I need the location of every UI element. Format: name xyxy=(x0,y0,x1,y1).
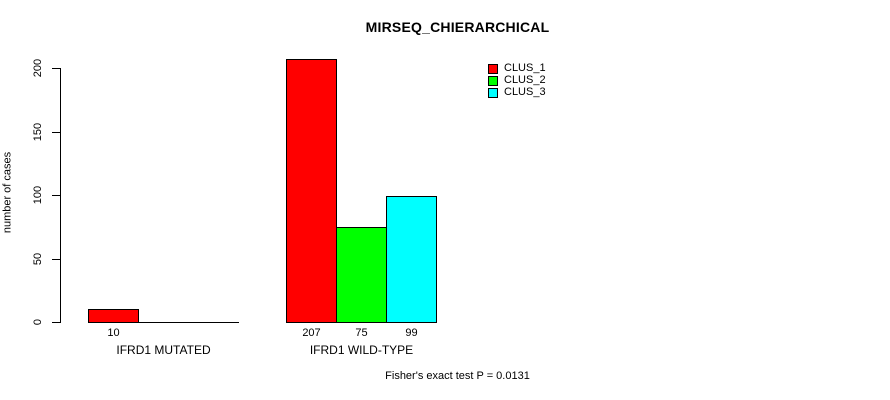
y-tick-mark xyxy=(52,322,60,323)
legend-label: CLUS_2 xyxy=(504,74,546,86)
bar-value-label: 99 xyxy=(405,327,418,339)
y-tick-label: 50 xyxy=(32,252,44,266)
y-tick-mark xyxy=(52,68,60,69)
bar-clus_2-group2 xyxy=(336,227,387,323)
y-axis xyxy=(60,68,61,323)
annotation: Fisher's exact test P = 0.0131 xyxy=(385,370,530,382)
legend-label: CLUS_3 xyxy=(504,86,546,98)
chart-title: MIRSEQ_CHIERARCHICAL xyxy=(365,19,550,35)
y-tick-label: 200 xyxy=(32,58,44,78)
legend-label: CLUS_1 xyxy=(504,62,546,74)
y-axis-label: number of cases xyxy=(1,151,14,234)
legend-row: CLUS_3 xyxy=(488,87,546,98)
y-tick-label: 150 xyxy=(32,122,44,142)
category-label: IFRD1 MUTATED xyxy=(116,343,211,357)
y-tick-label: 0 xyxy=(32,318,44,326)
legend-swatch-clus_2 xyxy=(488,75,498,86)
legend-row: CLUS_2 xyxy=(488,75,546,86)
bar-clus_1-group2 xyxy=(286,59,337,323)
category-label: IFRD1 WILD-TYPE xyxy=(309,343,414,357)
legend-swatch-clus_3 xyxy=(488,87,498,98)
legend: CLUS_1 CLUS_2 CLUS_3 xyxy=(488,63,546,99)
bar-clus_3-group2 xyxy=(386,196,437,323)
group-baseline xyxy=(88,322,239,323)
bar-clus_1-group1 xyxy=(88,309,139,323)
y-tick-mark xyxy=(52,259,60,260)
y-tick-mark xyxy=(52,132,60,133)
bar-value-label: 75 xyxy=(355,327,368,339)
y-tick-mark xyxy=(52,195,60,196)
bar-value-label: 207 xyxy=(302,327,321,339)
legend-swatch-clus_1 xyxy=(488,63,498,74)
bar-value-label: 10 xyxy=(107,327,120,339)
legend-row: CLUS_1 xyxy=(488,63,546,74)
y-tick-label: 100 xyxy=(32,185,44,205)
